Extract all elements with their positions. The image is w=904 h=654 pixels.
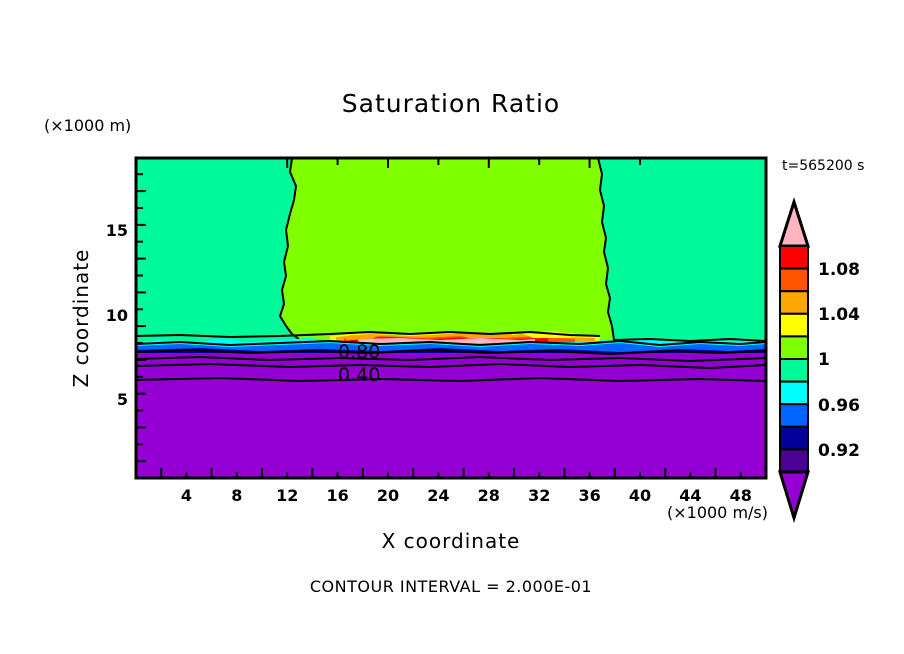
colorbar-tick-labels: 1.08 1.04 1 0.96 0.92: [818, 260, 860, 461]
contour-line-0-95: [136, 348, 766, 356]
colorbar-band: [779, 358, 809, 383]
x-axis-ticks: [160, 468, 742, 478]
colorbar-band: [779, 448, 809, 473]
time-stamp: t=565200 s: [782, 158, 864, 174]
plume-supersaturation-pockets: [330, 331, 600, 343]
x-tick-label: 44: [679, 486, 701, 505]
colorbar-bands: [779, 245, 809, 473]
x-axis-tick-labels: 4 8 12 16 20 24 28 32 36 40 44 48: [181, 486, 752, 505]
plot-area: 0.80 0.40: [136, 158, 766, 478]
colorbar-band: [779, 245, 809, 270]
pocket-orange-bump-a: [342, 335, 378, 340]
x-tick-label: 12: [276, 486, 298, 505]
contour-line-right-thin: [613, 337, 766, 343]
colorbar-band: [779, 380, 809, 406]
contour-interval-caption: CONTOUR INTERVAL = 2.000E-01: [310, 577, 592, 596]
colorbar-band: [779, 425, 809, 451]
x-tick-label: 8: [231, 486, 242, 505]
x-tick-label: 20: [377, 486, 399, 505]
x-tick-label: 36: [578, 486, 600, 505]
x-tick-label: 32: [528, 486, 550, 505]
colorbar-band: [779, 267, 809, 293]
colorbar-label: 1: [818, 350, 830, 370]
colorbar-band: [779, 290, 809, 315]
contour-label-0-80: 0.80: [338, 341, 380, 363]
colorbar-label: 0.96: [818, 396, 860, 416]
x-axis-unit: (×1000 m/s): [667, 503, 768, 522]
contour-value-labels: 0.80 0.40: [338, 341, 380, 386]
y-axis-unit: (×1000 m): [44, 116, 131, 135]
contour-plume-left-edge: [278, 158, 301, 341]
colorbar-label: 0.92: [818, 441, 860, 461]
colorbar: 1.08 1.04 1 0.96 0.92: [777, 197, 860, 524]
page-title: Saturation Ratio: [342, 89, 560, 118]
contour-label-0-40: 0.40: [338, 364, 380, 386]
y-tick-label: 10: [106, 306, 128, 325]
x-axis-top-ticks: [286, 158, 641, 168]
y-axis-tick-labels: 5 10 15: [106, 221, 128, 409]
colorbar-band: [779, 403, 809, 428]
x-tick-label: 16: [326, 486, 348, 505]
x-tick-label: 48: [730, 486, 752, 505]
field-subsaturated: [136, 353, 766, 478]
contour-line-0-40: [136, 376, 766, 383]
y-axis-label: Z coordinate: [69, 249, 93, 388]
y-axis-ticks: [136, 173, 146, 463]
x-tick-label: 4: [181, 486, 192, 505]
x-tick-label: 24: [427, 486, 449, 505]
x-tick-label: 40: [629, 486, 651, 505]
contour-plume-right-edge: [597, 158, 615, 341]
colorbar-band: [779, 312, 809, 338]
x-tick-label: 28: [478, 486, 500, 505]
field-plume-core: [280, 158, 614, 340]
x-axis-label: X coordinate: [382, 529, 521, 553]
contour-line-pocket-outline: [329, 330, 601, 337]
pocket-pink: [358, 338, 535, 343]
contour-line-0-90: [136, 355, 766, 363]
y-tick-label: 5: [117, 390, 128, 409]
contour-line-top-interface: [136, 339, 766, 347]
contour-line-0-80: [136, 362, 766, 370]
colorbar-bottom-arrow: [777, 470, 811, 524]
colorbar-label: 1.04: [818, 305, 860, 325]
contour-line-left-thin: [136, 333, 331, 339]
colorbar-band: [779, 335, 809, 360]
contour-lines-lower: [136, 330, 766, 383]
plot-frame: [134, 156, 768, 480]
field-interface-blue: [136, 343, 766, 352]
y-tick-label: 15: [106, 221, 128, 240]
colorbar-label: 1.08: [818, 260, 860, 280]
